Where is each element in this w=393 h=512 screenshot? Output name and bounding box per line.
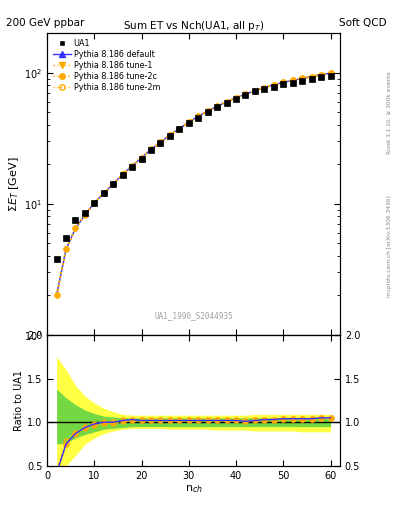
Text: UA1_1990_S2044935: UA1_1990_S2044935 xyxy=(154,311,233,319)
Text: mcplots.cern.ch [arXiv:1306.3436]: mcplots.cern.ch [arXiv:1306.3436] xyxy=(387,195,392,296)
Title: Sum ET vs Nch(UA1, all p$_T$): Sum ET vs Nch(UA1, all p$_T$) xyxy=(123,19,264,33)
Y-axis label: Ratio to UA1: Ratio to UA1 xyxy=(14,370,24,431)
X-axis label: n$_{ch}$: n$_{ch}$ xyxy=(185,483,202,495)
Legend: UA1, Pythia 8.186 default, Pythia 8.186 tune-1, Pythia 8.186 tune-2c, Pythia 8.1: UA1, Pythia 8.186 default, Pythia 8.186 … xyxy=(51,37,162,94)
Text: Soft QCD: Soft QCD xyxy=(340,18,387,28)
Text: 200 GeV ppbar: 200 GeV ppbar xyxy=(6,18,84,28)
Y-axis label: $\Sigma E_T$ [GeV]: $\Sigma E_T$ [GeV] xyxy=(7,156,21,212)
Text: Rivet 3.1.10, ≥ 300k events: Rivet 3.1.10, ≥ 300k events xyxy=(387,71,392,154)
